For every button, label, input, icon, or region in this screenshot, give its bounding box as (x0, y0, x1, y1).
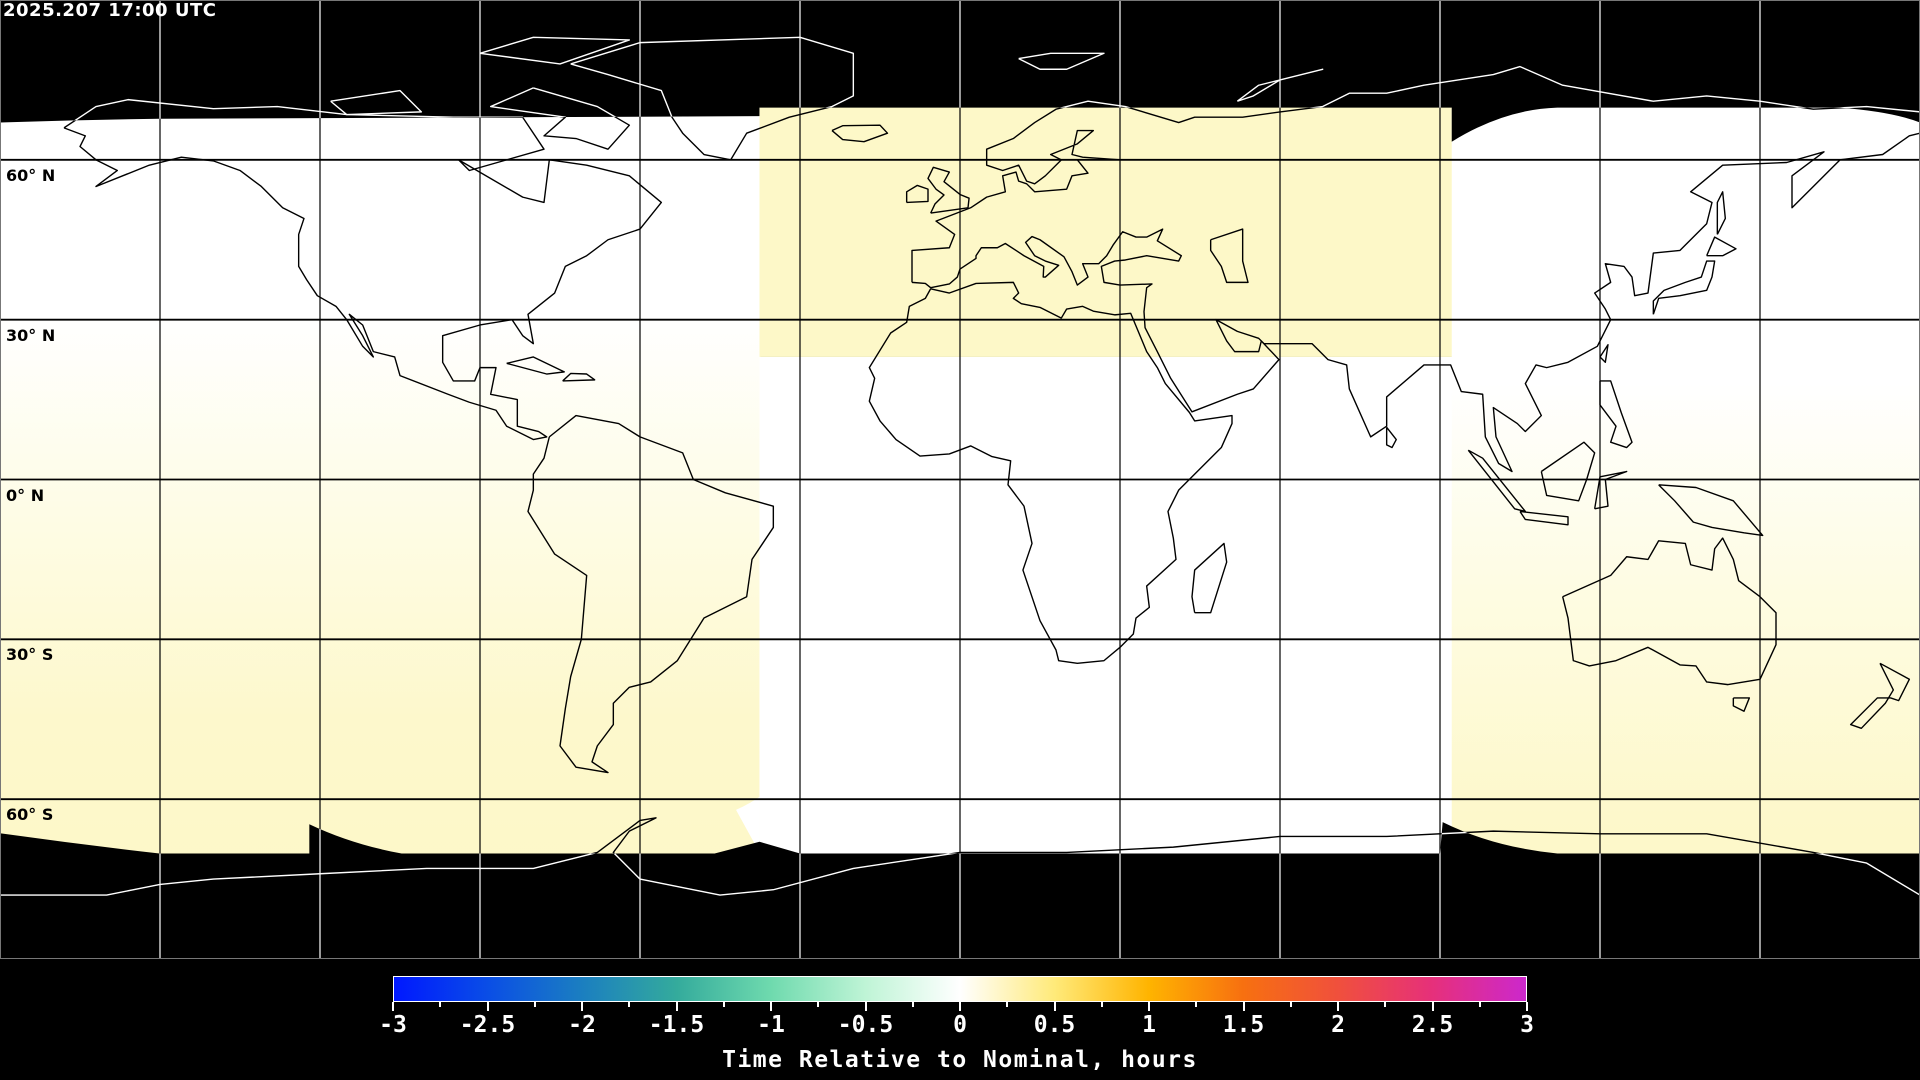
colorbar-tick (817, 1002, 820, 1007)
colorbar-tick-label: 0 (953, 1012, 967, 1038)
coastline-svalbard (1019, 53, 1104, 69)
colorbar-tick (1289, 1002, 1292, 1007)
colorbar-tick (1431, 1002, 1434, 1011)
coastline-britain (928, 167, 969, 213)
coastline-cuba (507, 357, 565, 374)
lat-label: 30° S (6, 645, 54, 665)
lat-label: 30° N (6, 325, 56, 345)
colorbar-tick-label: -0.5 (837, 1012, 894, 1038)
colorbar-tick (1100, 1002, 1103, 1007)
coastline-sri-lanka (1387, 427, 1397, 447)
colorbar-tick-label: 2.5 (1411, 1012, 1454, 1038)
colorbar-tick-label: -2.5 (459, 1012, 516, 1038)
colorbar-tick-label: 1 (1142, 1012, 1156, 1038)
coastline-hokkaido (1707, 237, 1736, 256)
coastline-ellesmere (480, 37, 629, 64)
coastline-iceland (832, 125, 887, 142)
colorbar-tick-label: 0.5 (1033, 1012, 1076, 1038)
coastline-philippines (1600, 381, 1632, 448)
coastline-hispaniola (563, 373, 595, 380)
coastline-eurasia (912, 67, 1920, 472)
coastline-tasmania (1733, 698, 1749, 711)
coastline-taiwan (1600, 345, 1608, 363)
colorbar-tick (533, 1002, 536, 1007)
coastline-sulawesi (1595, 472, 1627, 509)
colorbar-title: Time Relative to Nominal, hours (722, 1047, 1198, 1073)
colorbar-tick (1384, 1002, 1387, 1007)
colorbar-tick (1337, 1002, 1339, 1011)
colorbar-tick (486, 1002, 489, 1011)
coastline-java (1520, 511, 1568, 524)
coverage-bulge (736, 356, 808, 853)
coastline-madagascar (1192, 543, 1227, 612)
colorbar-tick (959, 1002, 961, 1011)
coastline-africa (869, 282, 1232, 663)
colorbar-tick-label: -3 (379, 1012, 407, 1038)
coastline-victoria (331, 91, 422, 115)
colorbar-tick (628, 1002, 631, 1007)
coastline-south-america (528, 416, 773, 773)
coastline-borneo (1541, 442, 1594, 501)
colorbar-tick-label: -2 (568, 1012, 596, 1038)
colorbar-tick (911, 1002, 914, 1007)
coastline-ireland (907, 185, 928, 202)
coastline-new-guinea (1659, 485, 1763, 536)
colorbar-tick (1478, 1002, 1481, 1007)
colorbar-tick (1148, 1002, 1150, 1011)
colorbar-tick-label: 2 (1331, 1012, 1345, 1038)
colorbar-tick (864, 1002, 867, 1011)
coastline-new-zealand (1851, 663, 1910, 728)
colorbar-tick-label: 3 (1520, 1012, 1534, 1038)
colorbar-tick (1195, 1002, 1198, 1007)
timestamp: 2025.207 17:00 UTC (3, 0, 217, 21)
colorbar-tick (1006, 1002, 1009, 1007)
coastline-sakhalin (1717, 192, 1725, 235)
colorbar-tick-label: 1.5 (1222, 1012, 1265, 1038)
colorbar-tick (770, 1002, 772, 1011)
colorbar-tick-label: -1 (757, 1012, 785, 1038)
colorbar-tick (675, 1002, 678, 1011)
world-map (0, 0, 1920, 959)
coastline-honshu (1653, 261, 1714, 314)
lat-label: 60° N (6, 165, 56, 185)
coastline-caspian-sea (1211, 229, 1248, 282)
colorbar-tick-label: -1.5 (648, 1012, 705, 1038)
colorbar-tick (392, 1002, 394, 1011)
lat-label: 0° N (6, 485, 45, 505)
colorbar-tick (439, 1002, 442, 1007)
coastline-australia (1563, 538, 1776, 685)
colorbar-tick (581, 1002, 583, 1011)
colorbar (393, 976, 1527, 1002)
colorbar-tick (1053, 1002, 1056, 1011)
coastline-novaya-zemlya (1237, 69, 1322, 101)
colorbar-tick (1242, 1002, 1245, 1011)
coastline-north-america (64, 100, 661, 440)
colorbar-tick (722, 1002, 725, 1007)
lat-label: 60° S (6, 805, 54, 825)
colorbar-tick (1526, 1002, 1528, 1011)
